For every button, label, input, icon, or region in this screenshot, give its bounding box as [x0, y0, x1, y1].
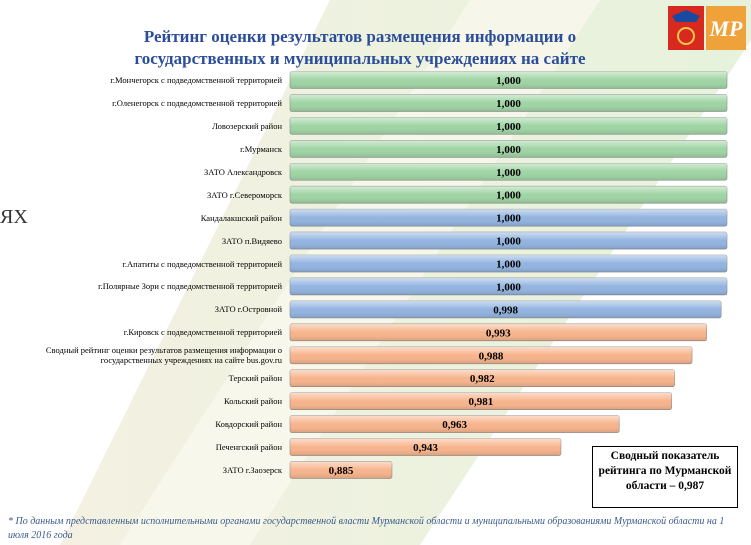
value-label: 0,943: [413, 442, 438, 454]
bar-shine: [290, 71, 727, 89]
value-label: 1,000: [496, 121, 521, 133]
category-label: г.Апатиты с подведомственной территорией: [122, 258, 282, 269]
value-label: 1,000: [496, 236, 521, 248]
value-label: 1,000: [496, 167, 521, 179]
category-label: ЗАТО п.Видяево: [221, 235, 282, 246]
bar-shine: [290, 255, 727, 273]
background-stripe: [120, 0, 600, 545]
category-label: ЗАТО г.Заозерск: [222, 464, 282, 475]
category-label: г.Мончегорск с подведомственной территор…: [110, 75, 282, 85]
value-label: 0,981: [468, 396, 493, 408]
value-label: 1,000: [496, 190, 521, 202]
value-label: 1,000: [496, 213, 521, 225]
category-label: Терский район: [228, 373, 282, 384]
logo-text: МР: [709, 16, 744, 41]
bar-shine: [290, 415, 620, 433]
category-label: Кандалакшский район: [200, 212, 282, 223]
value-label: 0,885: [329, 465, 354, 477]
category-label: г.Полярные Зори с подведомственной терри…: [98, 281, 282, 292]
category-label: ЗАТО г.Североморск: [206, 189, 282, 200]
bar-shine: [290, 438, 561, 456]
category-label: Ловозерский район: [212, 120, 282, 131]
value-label: 0,993: [486, 327, 511, 339]
value-label: 0,963: [442, 419, 467, 431]
value-label: 1,000: [496, 281, 521, 293]
bar-shine: [290, 369, 675, 387]
bar-shine: [290, 461, 392, 479]
category-label: г.Оленегорск с подведомственной территор…: [112, 97, 282, 108]
bar-shine: [290, 277, 727, 295]
bar-shine: [290, 300, 722, 318]
category-label: Ковдорский район: [215, 419, 282, 430]
bar-shine: [290, 186, 727, 204]
category-label: Печенгский район: [215, 442, 282, 453]
bar-shine: [290, 117, 727, 135]
chart-title: Рейтинг оценки результатов размещения ин…: [134, 27, 586, 68]
value-label: 0,988: [479, 350, 504, 362]
value-label: 0,982: [470, 373, 495, 385]
value-label: 1,000: [496, 144, 521, 156]
bar-shine: [290, 140, 727, 158]
category-label: ЗАТО Александровск: [204, 166, 282, 177]
value-label: 1,000: [496, 98, 521, 110]
bar-shine: [290, 346, 693, 364]
logo-plate: [706, 6, 746, 50]
category-label: г.Кировск с подведомственной территорией: [123, 327, 282, 338]
bar-shine: [290, 392, 672, 410]
annotation: Сводный показатель рейтинга по Мурманско…: [592, 446, 738, 508]
category-label: Кольский район: [224, 396, 282, 407]
bar-shine: [290, 163, 727, 181]
logo-crown: [672, 10, 700, 22]
category-label: Сводный рейтинг оценки результатов разме…: [45, 345, 282, 366]
category-label: ЗАТО г.Островной: [214, 304, 282, 315]
value-label: 1,000: [496, 259, 521, 271]
bar-shine: [290, 94, 727, 112]
footnote: * По данным представленным исполнительны…: [8, 516, 725, 541]
category-label: г.Мурманск: [240, 143, 282, 154]
bar-shine: [290, 209, 727, 227]
logo-anchor: [677, 27, 695, 45]
bar-shine: [290, 232, 727, 250]
value-label: 1,000: [496, 75, 521, 87]
background-fragment: ЯХ: [0, 206, 28, 228]
bar-shine: [290, 323, 707, 341]
logo: МР: [668, 6, 746, 50]
value-label: 0,998: [493, 304, 518, 316]
